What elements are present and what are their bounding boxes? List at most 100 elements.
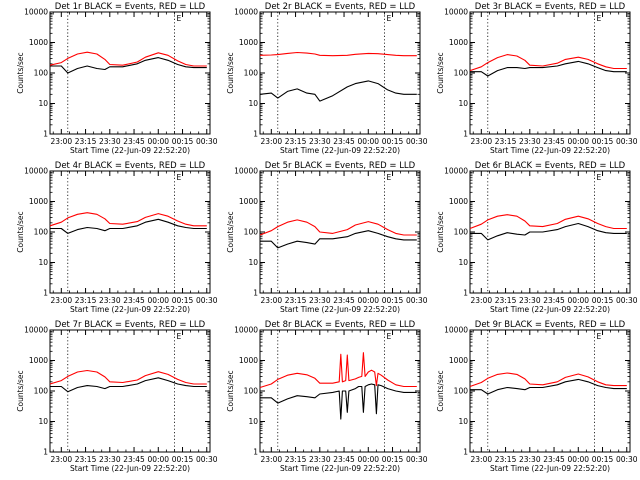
- x-tick-label: 23:45: [543, 455, 565, 464]
- lld-series-line: [49, 51, 207, 67]
- x-tick-label: 23:30: [99, 455, 121, 464]
- detector-panel: Det 1r BLACK = Events, RED = LLD 1 10 100 10…: [16, 2, 218, 155]
- lld-series-line: [49, 369, 207, 385]
- y-tick-label: 1000: [239, 197, 258, 206]
- y-tick-label: 100: [34, 228, 49, 237]
- x-tick-label: 23:15: [75, 137, 97, 146]
- x-tick-label: 23:45: [333, 455, 355, 464]
- x-axis-label: Start Time (22-Jun-09 22:52:20): [70, 146, 190, 155]
- x-tick-label: 00:15: [382, 455, 404, 464]
- x-tick-label: 23:00: [471, 455, 493, 464]
- events-series-line: [50, 218, 207, 234]
- y-tick-label: 10: [38, 258, 48, 267]
- x-tick-label: 00:15: [172, 455, 194, 464]
- y-tick-label: 1000: [29, 38, 48, 47]
- x-tick-label: 23:00: [51, 455, 73, 464]
- x-tick-label: 00:15: [382, 137, 404, 146]
- x-tick-label: 00:30: [196, 455, 218, 464]
- panel-title: Det 5r BLACK = Events, RED = LLD: [265, 161, 416, 171]
- lld-series-line: [469, 54, 627, 72]
- y-tick-label: 10: [458, 258, 468, 267]
- panel-title: Det 7r BLACK = Events, RED = LLD: [55, 320, 206, 330]
- y-tick-label: 1000: [449, 356, 468, 365]
- marker-label: E: [176, 14, 181, 23]
- marker-label: E: [596, 332, 601, 341]
- x-axis-label: Start Time (22-Jun-09 22:52:20): [70, 464, 190, 473]
- x-tick-label: 23:30: [519, 296, 541, 305]
- x-tick-label: 23:45: [123, 455, 145, 464]
- events-series-line: [259, 80, 417, 102]
- detector-panel: Det 4r BLACK = Events, RED = LLD 1 10 100 10…: [16, 161, 218, 314]
- x-tick-label: 00:00: [357, 455, 379, 464]
- y-tick-label: 1: [253, 289, 258, 298]
- x-tick-label: 23:15: [495, 455, 517, 464]
- x-tick-label: 00:00: [357, 296, 379, 305]
- x-tick-label: 23:30: [99, 137, 121, 146]
- marker-label: E: [596, 14, 601, 23]
- y-axis-label: Counts/sec: [16, 52, 25, 93]
- x-tick-label: 00:15: [592, 455, 614, 464]
- panel-title: Det 1r BLACK = Events, RED = LLD: [55, 2, 206, 12]
- x-axis-label: Start Time (22-Jun-09 22:52:20): [280, 305, 400, 314]
- x-tick-label: 23:00: [471, 137, 493, 146]
- y-tick-label: 1000: [449, 197, 468, 206]
- x-tick-label: 00:15: [382, 296, 404, 305]
- y-tick-label: 10000: [24, 326, 48, 335]
- x-tick-label: 00:30: [196, 296, 218, 305]
- x-tick-label: 00:00: [147, 455, 169, 464]
- y-tick-label: 10000: [444, 8, 468, 17]
- x-tick-label: 23:30: [99, 296, 121, 305]
- y-tick-label: 1: [253, 130, 258, 139]
- y-tick-label: 100: [454, 228, 469, 237]
- y-tick-label: 100: [454, 69, 469, 78]
- x-tick-label: 23:00: [51, 137, 73, 146]
- lld-series-line: [259, 219, 417, 236]
- y-tick-label: 10: [248, 99, 258, 108]
- x-tick-label: 23:45: [333, 137, 355, 146]
- events-series-line: [260, 230, 417, 249]
- x-tick-label: 00:00: [567, 455, 589, 464]
- y-tick-label: 1: [463, 289, 468, 298]
- y-tick-label: 1: [43, 130, 48, 139]
- marker-label: E: [176, 173, 181, 182]
- x-tick-label: 23:15: [285, 296, 307, 305]
- y-tick-label: 1: [463, 448, 468, 457]
- events-series-line: [50, 377, 207, 393]
- detector-panel: Det 2r BLACK = Events, RED = LLD 1 10 100 10…: [226, 2, 428, 155]
- y-tick-label: 10000: [234, 8, 258, 17]
- plot-frame: [469, 170, 631, 294]
- x-axis-label: Start Time (22-Jun-09 22:52:20): [280, 464, 400, 473]
- y-tick-label: 10000: [234, 167, 258, 176]
- x-tick-label: 00:00: [147, 296, 169, 305]
- x-tick-label: 00:30: [406, 137, 428, 146]
- x-tick-label: 00:30: [406, 296, 428, 305]
- panel-title: Det 8r BLACK = Events, RED = LLD: [265, 320, 416, 330]
- x-tick-label: 23:15: [495, 137, 517, 146]
- y-tick-label: 100: [244, 228, 259, 237]
- x-tick-label: 00:00: [147, 137, 169, 146]
- y-axis-label: Counts/sec: [436, 52, 445, 93]
- x-tick-label: 23:45: [123, 296, 145, 305]
- y-tick-label: 10: [458, 417, 468, 426]
- x-tick-label: 23:00: [261, 455, 283, 464]
- y-tick-label: 1000: [29, 197, 48, 206]
- plot-frame: [49, 170, 211, 294]
- y-tick-label: 1: [43, 289, 48, 298]
- y-axis-label: Counts/sec: [436, 370, 445, 411]
- x-tick-label: 23:15: [285, 455, 307, 464]
- marker-label: E: [176, 332, 181, 341]
- x-tick-label: 23:30: [309, 137, 331, 146]
- x-tick-label: 23:00: [261, 137, 283, 146]
- x-tick-label: 23:15: [285, 137, 307, 146]
- x-axis-label: Start Time (22-Jun-09 22:52:20): [490, 146, 610, 155]
- events-series-line: [470, 378, 627, 395]
- detector-panel: Det 5r BLACK = Events, RED = LLD 1 10 100 10…: [226, 161, 428, 314]
- y-tick-label: 10000: [444, 167, 468, 176]
- x-axis-label: Start Time (22-Jun-09 22:52:20): [490, 305, 610, 314]
- x-tick-label: 23:30: [309, 296, 331, 305]
- y-tick-label: 10000: [24, 8, 48, 17]
- detector-panel: Det 3r BLACK = Events, RED = LLD 1 10 100 10…: [436, 2, 638, 155]
- x-tick-label: 00:15: [592, 137, 614, 146]
- x-tick-label: 00:15: [172, 296, 194, 305]
- y-tick-label: 1: [43, 448, 48, 457]
